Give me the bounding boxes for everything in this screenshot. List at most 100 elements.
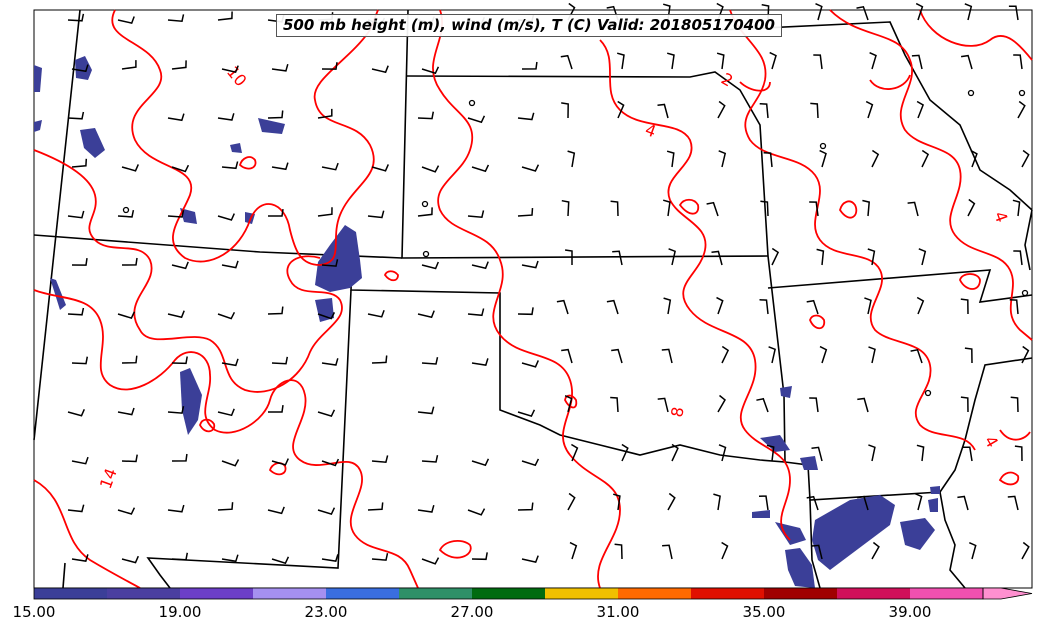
- wind-barb: [371, 355, 388, 364]
- wind-barb: [217, 113, 235, 121]
- wind-barb: [666, 150, 675, 168]
- wind-barb: [759, 102, 769, 119]
- wind-barb: [268, 404, 284, 413]
- wind-barb: [911, 54, 923, 70]
- wind-barb: [517, 502, 534, 511]
- wind-barb: [960, 298, 969, 315]
- wind-barb: [869, 52, 877, 70]
- wind-barb: [221, 554, 239, 563]
- wind-barb: [521, 61, 538, 70]
- colorbar-outline: [33, 587, 984, 600]
- calm-circle: [421, 200, 429, 208]
- wind-barb: [371, 455, 389, 464]
- precip-area: [930, 486, 940, 494]
- wind-barb: [171, 164, 190, 173]
- wind-barb: [815, 3, 823, 21]
- contour-line: [383, 270, 399, 282]
- wind-barb: [667, 492, 676, 511]
- colorbar-label: 23.00: [304, 603, 348, 621]
- wind-barb: [662, 199, 671, 217]
- colorbar-segment: [764, 588, 837, 599]
- wind-barb: [616, 52, 625, 70]
- precip-area: [900, 518, 935, 550]
- precip-area: [180, 208, 197, 224]
- border-line: [405, 71, 769, 257]
- calm-circle: [422, 250, 430, 258]
- colorbar-label: 19.00: [158, 603, 202, 621]
- contour-line: [432, 9, 621, 589]
- wind-barb: [614, 543, 623, 560]
- wind-barb: [806, 299, 819, 315]
- wind-barb: [67, 307, 85, 316]
- wind-barb: [121, 257, 138, 266]
- wind-barb: [321, 358, 339, 366]
- colorbar-segment: [910, 588, 983, 599]
- wind-barb: [317, 108, 333, 119]
- wind-barb: [671, 443, 679, 462]
- wind-barb: [267, 506, 285, 515]
- precip-area: [752, 510, 770, 518]
- wind-barb: [811, 446, 823, 462]
- wind-barb: [167, 210, 185, 218]
- wind-barb: [421, 66, 440, 75]
- wind-barb: [657, 103, 669, 119]
- wind-barb: [1010, 396, 1019, 413]
- wind-barb: [71, 257, 88, 266]
- wind-barb: [569, 541, 578, 560]
- wind-barb: [267, 306, 284, 315]
- wind-barb: [171, 60, 187, 70]
- wind-barb: [217, 213, 235, 221]
- wind-barb: [711, 250, 723, 266]
- wind-barb: [1021, 541, 1030, 560]
- wind-barb: [970, 149, 978, 168]
- wind-barb: [421, 261, 439, 270]
- wind-barb: [321, 259, 339, 267]
- colorbar-label: 31.00: [596, 603, 640, 621]
- wind-barb: [916, 296, 925, 315]
- wind-barb: [121, 164, 139, 172]
- wind-barb: [864, 297, 872, 315]
- contour-line: [998, 471, 1020, 486]
- temperature-contours: [33, 9, 1033, 589]
- contour-line: [111, 9, 379, 266]
- border-line: [1024, 209, 1033, 271]
- wind-barb: [167, 310, 185, 319]
- precip-shading: [34, 56, 940, 588]
- wind-barb: [718, 444, 727, 462]
- wind-barb: [521, 360, 539, 368]
- wind-barb: [556, 299, 569, 315]
- colorbar-extend-arrow: [982, 587, 1033, 600]
- wind-barb: [167, 504, 185, 513]
- wind-barb: [517, 208, 534, 217]
- precip-area: [258, 118, 285, 134]
- wind-barb: [918, 248, 927, 266]
- wind-barb: [171, 552, 189, 561]
- wind-barb: [806, 495, 819, 511]
- precip-area: [34, 120, 42, 132]
- wind-barb: [521, 260, 539, 269]
- wind-barb: [666, 52, 675, 70]
- contour-line: [268, 462, 287, 476]
- colorbar-segment: [34, 588, 107, 599]
- wind-barb: [862, 199, 871, 217]
- wind-barb: [769, 51, 777, 70]
- wind-barb: [768, 346, 776, 364]
- wind-barb: [167, 14, 185, 23]
- colorbar-segment: [618, 588, 691, 599]
- wind-barb: [717, 394, 726, 413]
- wind-barb: [865, 100, 874, 119]
- wind-barb: [716, 296, 724, 315]
- wind-barb: [117, 311, 136, 320]
- precip-area: [80, 128, 105, 158]
- wind-barb: [367, 309, 385, 318]
- calm-circle: [967, 89, 975, 97]
- wind-barb: [67, 13, 85, 22]
- wind-barb: [121, 355, 138, 364]
- contour-line: [33, 289, 419, 589]
- wind-barb: [117, 209, 135, 218]
- border-line: [719, 21, 1033, 211]
- colorbar-segment: [107, 588, 180, 599]
- wind-barb: [471, 358, 489, 366]
- wind-barb: [417, 111, 435, 120]
- wind-barb: [467, 210, 485, 219]
